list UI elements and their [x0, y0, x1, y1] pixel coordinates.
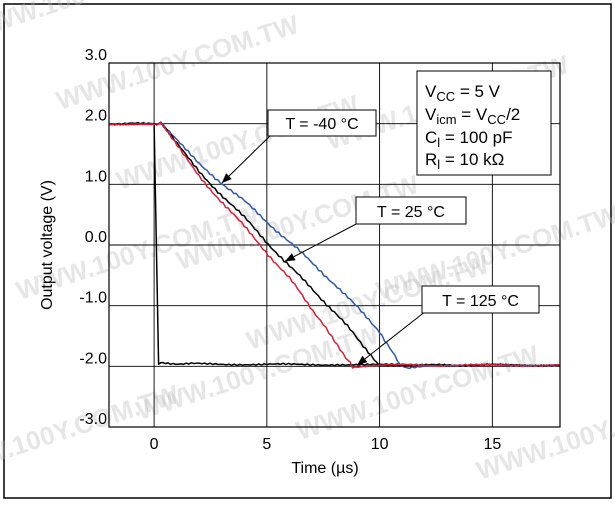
annotation-label: T = 25 °C: [377, 204, 445, 221]
y-tick-label: 2.0: [85, 108, 107, 125]
conditions-box: VCC = 5 V Vicm = VCC/2 Cl = 100 pF Rl = …: [416, 70, 552, 176]
series-line-t-25-c: [108, 121, 561, 368]
x-tick-labels: 0 5 10 15: [150, 436, 502, 453]
x-tick-label: 15: [483, 436, 501, 453]
annotation-box: [355, 196, 467, 225]
annotations: T = -40 °C T = 25 °C T = 125 °C: [221, 109, 540, 366]
y-tick-labels: 3.0 2.0 1.0 0.0 -1.0 -2.0 -3.0: [79, 47, 107, 428]
series-layer: [108, 121, 561, 370]
annotation-leader: [221, 133, 273, 184]
annotation-leader: [284, 221, 361, 262]
annotation-arrowhead: [284, 253, 296, 262]
annotation-label: T = -40 °C: [285, 116, 358, 133]
annotation-leader: [356, 310, 427, 366]
condition-vcc: VCC = 5 V: [425, 82, 501, 104]
y-tick-label: 3.0: [85, 47, 107, 64]
y-tick-label: -2.0: [79, 350, 107, 367]
y-tick-label: 1.0: [85, 168, 107, 185]
condition-rl: Rl = 10 kΩ: [425, 150, 504, 172]
series-line-t-125-c: [108, 121, 561, 369]
plot-area-border: [108, 62, 561, 428]
annotation-box: [267, 109, 377, 137]
annotation-box: [421, 285, 540, 314]
y-tick-label: 0.0: [85, 229, 107, 246]
annotation-arrowhead: [221, 173, 232, 184]
condition-vicm: Vicm = VCC/2: [425, 105, 520, 127]
y-tick-label: -1.0: [79, 290, 107, 307]
condition-cl: Cl = 100 pF: [425, 128, 512, 150]
x-tick-label: 10: [371, 436, 389, 453]
y-axis-label: Output voltage (V): [39, 180, 56, 310]
x-tick-label: 5: [262, 436, 271, 453]
x-axis-label: Time (µs): [291, 460, 358, 477]
y-tick-label: -3.0: [79, 411, 107, 428]
annotation-arrowhead: [357, 355, 368, 366]
x-tick-label: 0: [150, 436, 159, 453]
conditions-box-frame: [416, 70, 552, 176]
annotation-label: T = 125 °C: [442, 293, 519, 310]
